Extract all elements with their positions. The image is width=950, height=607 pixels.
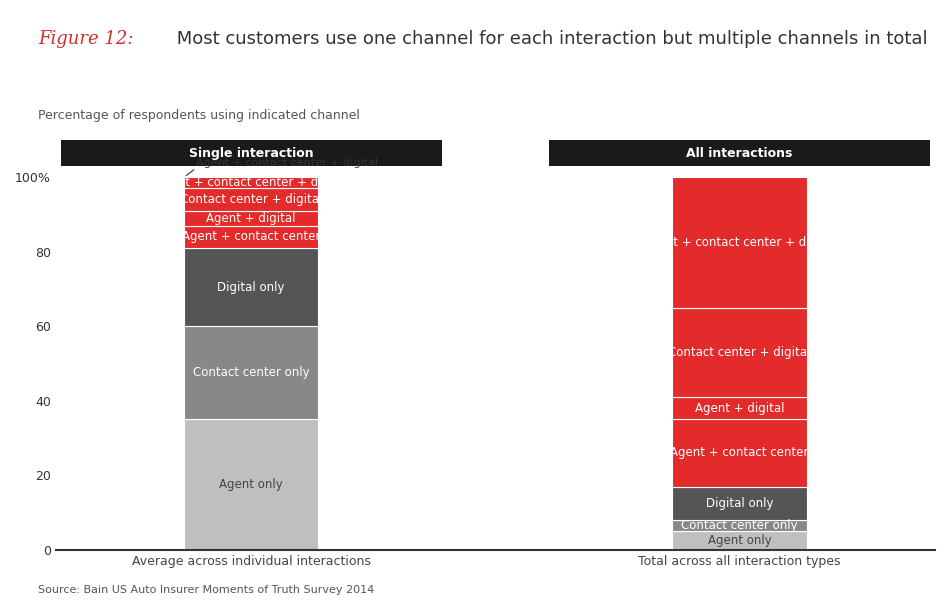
Text: Contact center only: Contact center only <box>681 519 798 532</box>
Text: Agent + contact center + digital: Agent + contact center + digital <box>196 158 378 168</box>
Text: Source: Bain US Auto Insurer Moments of Truth Survey 2014: Source: Bain US Auto Insurer Moments of … <box>38 585 374 595</box>
Text: Contact center only: Contact center only <box>193 367 310 379</box>
Bar <box>184 188 318 211</box>
Text: Percentage of respondents using indicated channel: Percentage of respondents using indicate… <box>38 109 360 122</box>
Text: Agent + digital: Agent + digital <box>206 212 295 225</box>
Bar <box>673 308 807 397</box>
Bar <box>673 177 807 308</box>
Bar <box>184 226 318 248</box>
FancyBboxPatch shape <box>61 140 442 166</box>
Text: Digital only: Digital only <box>218 280 285 294</box>
Text: Agent + contact center: Agent + contact center <box>671 447 808 459</box>
Bar <box>184 419 318 550</box>
Text: Agent + contact center + digital: Agent + contact center + digital <box>155 177 348 189</box>
Bar <box>673 520 807 531</box>
Bar <box>184 211 318 226</box>
Text: Agent + contact center + digital: Agent + contact center + digital <box>643 236 836 249</box>
Bar <box>673 419 807 487</box>
Text: Agent only: Agent only <box>219 478 283 491</box>
Text: Figure 12:: Figure 12: <box>38 30 134 49</box>
Text: Contact center + digital: Contact center + digital <box>180 193 322 206</box>
Text: Agent + contact center: Agent + contact center <box>182 231 320 243</box>
Text: All interactions: All interactions <box>687 146 793 160</box>
Text: Agent only: Agent only <box>708 534 771 547</box>
Bar <box>184 177 318 188</box>
Bar <box>184 327 318 419</box>
Text: Contact center + digital: Contact center + digital <box>669 346 810 359</box>
Bar <box>673 487 807 520</box>
Bar <box>673 531 807 550</box>
Text: Most customers use one channel for each interaction but multiple channels in tot: Most customers use one channel for each … <box>171 30 927 49</box>
Text: Digital only: Digital only <box>706 497 773 510</box>
Text: Single interaction: Single interaction <box>189 146 314 160</box>
Text: Agent + digital: Agent + digital <box>694 402 785 415</box>
Bar <box>673 397 807 419</box>
Bar <box>184 248 318 327</box>
FancyBboxPatch shape <box>549 140 930 166</box>
